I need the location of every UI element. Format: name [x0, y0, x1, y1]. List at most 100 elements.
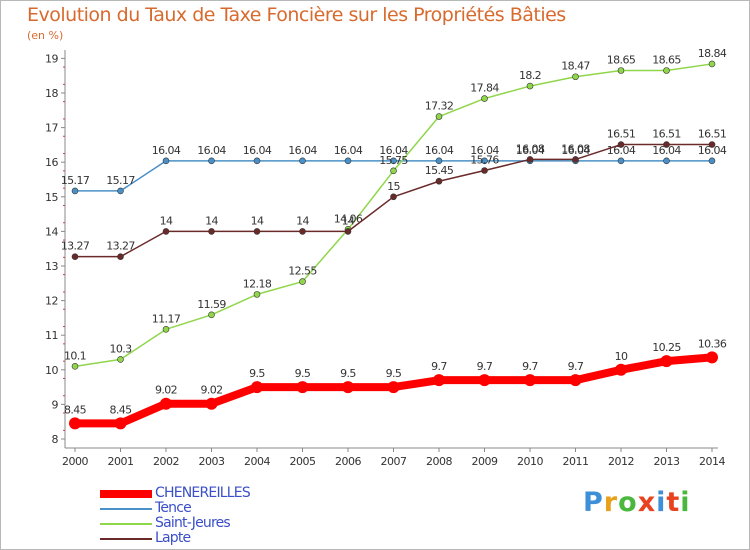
- proxiti-logo: Proxiti: [583, 487, 691, 518]
- data-point-saint-jeures: [572, 73, 579, 81]
- data-label-lapte: 16.51: [652, 128, 681, 141]
- y-tick-label: 9: [52, 398, 59, 411]
- data-label-saint-jeures: 10.3: [109, 342, 132, 355]
- x-tick-label: 2013: [654, 455, 680, 468]
- data-point-chenereilles: [160, 397, 172, 410]
- data-label-lapte: 14: [342, 214, 355, 227]
- data-point-lapte: [117, 253, 124, 260]
- legend-swatch-tence: [100, 508, 152, 510]
- data-label-lapte: 16.08: [561, 142, 590, 155]
- data-point-saint-jeures: [253, 291, 261, 298]
- x-tick-label: 2011: [563, 455, 589, 468]
- data-point-saint-jeures: [435, 113, 443, 120]
- data-label-chenereilles: 9.7: [568, 360, 584, 373]
- data-point-tence: [481, 157, 488, 165]
- data-point-lapte: [708, 141, 716, 148]
- data-point-saint-jeures: [708, 60, 716, 68]
- data-label-chenereilles: 9.5: [386, 367, 402, 380]
- data-label-lapte: 15: [387, 180, 400, 193]
- data-point-tence: [390, 157, 397, 165]
- data-label-lapte: 16.51: [607, 128, 636, 141]
- logo-letter: x: [637, 487, 657, 518]
- data-label-chenereilles: 10: [615, 350, 628, 363]
- data-label-saint-jeures: 10.1: [64, 349, 86, 362]
- legend-swatch-lapte: [100, 538, 152, 540]
- data-label-tence: 16.04: [698, 144, 727, 157]
- data-label-saint-jeures: 14.06: [334, 212, 363, 225]
- data-label-lapte: 14: [251, 214, 264, 227]
- legend-label-chenereilles: CHENEREILLES: [155, 485, 251, 501]
- data-label-tence: 16.04: [379, 144, 408, 157]
- data-label-chenereilles: 8.45: [109, 403, 132, 416]
- data-label-saint-jeures: 18.65: [652, 54, 681, 67]
- data-point-lapte: [208, 228, 215, 235]
- data-label-lapte: 14: [205, 214, 218, 227]
- data-label-saint-jeures: 11.59: [197, 298, 226, 311]
- data-label-chenereilles: 9.02: [200, 384, 222, 397]
- data-point-saint-jeures: [663, 67, 670, 74]
- legend-label-saint-jeures: Saint-Jeures: [155, 515, 231, 531]
- data-point-tence: [253, 157, 261, 165]
- legend-swatch-chenereilles: [100, 490, 152, 498]
- x-tick-label: 2014: [699, 455, 725, 468]
- logo-letter: P: [583, 487, 604, 518]
- data-point-chenereilles: [205, 397, 218, 410]
- data-point-tence: [663, 157, 670, 165]
- x-tick-label: 2002: [153, 455, 179, 468]
- x-tick-label: 2012: [608, 455, 634, 468]
- data-point-saint-jeures: [117, 356, 124, 363]
- y-tick-label: 11: [45, 329, 58, 342]
- x-tick-label: 2001: [108, 455, 134, 468]
- y-tick-label: 8: [52, 433, 59, 446]
- data-point-saint-jeures: [390, 167, 397, 175]
- data-label-chenereilles: 9.5: [295, 367, 311, 380]
- data-point-chenereilles: [342, 381, 354, 394]
- data-label-chenereilles: 10.36: [698, 337, 727, 350]
- data-point-lapte: [162, 228, 170, 235]
- data-label-saint-jeures: 17.32: [425, 100, 454, 113]
- data-point-lapte: [344, 228, 352, 235]
- x-tick-label: 2009: [472, 455, 498, 468]
- legend-item-saint-jeures: Saint-Jeures: [100, 516, 400, 531]
- data-point-saint-jeures: [162, 326, 170, 333]
- chart-legend: CHENEREILLES Tence Saint-Jeures Lapte: [100, 486, 400, 546]
- legend-label-lapte: Lapte: [155, 530, 191, 546]
- data-label-chenereilles: 9.5: [340, 367, 356, 380]
- data-label-saint-jeures: 17.84: [470, 82, 499, 95]
- data-point-saint-jeures: [299, 278, 306, 285]
- data-point-tence: [162, 157, 170, 165]
- data-label-saint-jeures: 12.18: [243, 277, 272, 290]
- data-point-lapte: [526, 156, 534, 163]
- legend-item-lapte: Lapte: [100, 531, 400, 546]
- data-label-tence: 16.04: [152, 144, 181, 157]
- x-tick-label: 2004: [244, 455, 270, 468]
- y-tick-label: 10: [45, 364, 58, 377]
- legend-label-tence: Tence: [155, 500, 192, 516]
- data-point-tence: [71, 187, 79, 195]
- data-label-tence: 16.04: [561, 144, 590, 157]
- data-point-lapte: [71, 253, 79, 260]
- data-label-lapte: 14: [160, 214, 173, 227]
- data-point-chenereilles: [478, 374, 491, 387]
- data-label-tence: 16.04: [652, 144, 681, 157]
- data-point-chenereilles: [524, 374, 536, 387]
- data-point-lapte: [481, 167, 488, 174]
- data-point-chenereilles: [251, 381, 263, 394]
- data-point-saint-jeures: [526, 82, 534, 90]
- y-tick-label: 16: [45, 156, 58, 169]
- y-tick-label: 18: [45, 87, 58, 100]
- data-label-chenereilles: 9.02: [155, 384, 177, 397]
- data-label-saint-jeures: 18.2: [519, 69, 541, 82]
- x-tick-label: 2006: [335, 455, 361, 468]
- data-point-chenereilles: [387, 381, 400, 394]
- data-label-saint-jeures: 18.84: [698, 47, 727, 60]
- y-tick-label: 17: [45, 122, 58, 135]
- data-label-saint-jeures: 18.47: [561, 60, 590, 73]
- legend-item-chenereilles: CHENEREILLES: [100, 486, 400, 501]
- x-tick-label: 2007: [381, 455, 407, 468]
- data-label-lapte: 15.76: [470, 154, 499, 167]
- data-label-tence: 15.17: [61, 174, 90, 187]
- data-point-lapte: [390, 193, 397, 201]
